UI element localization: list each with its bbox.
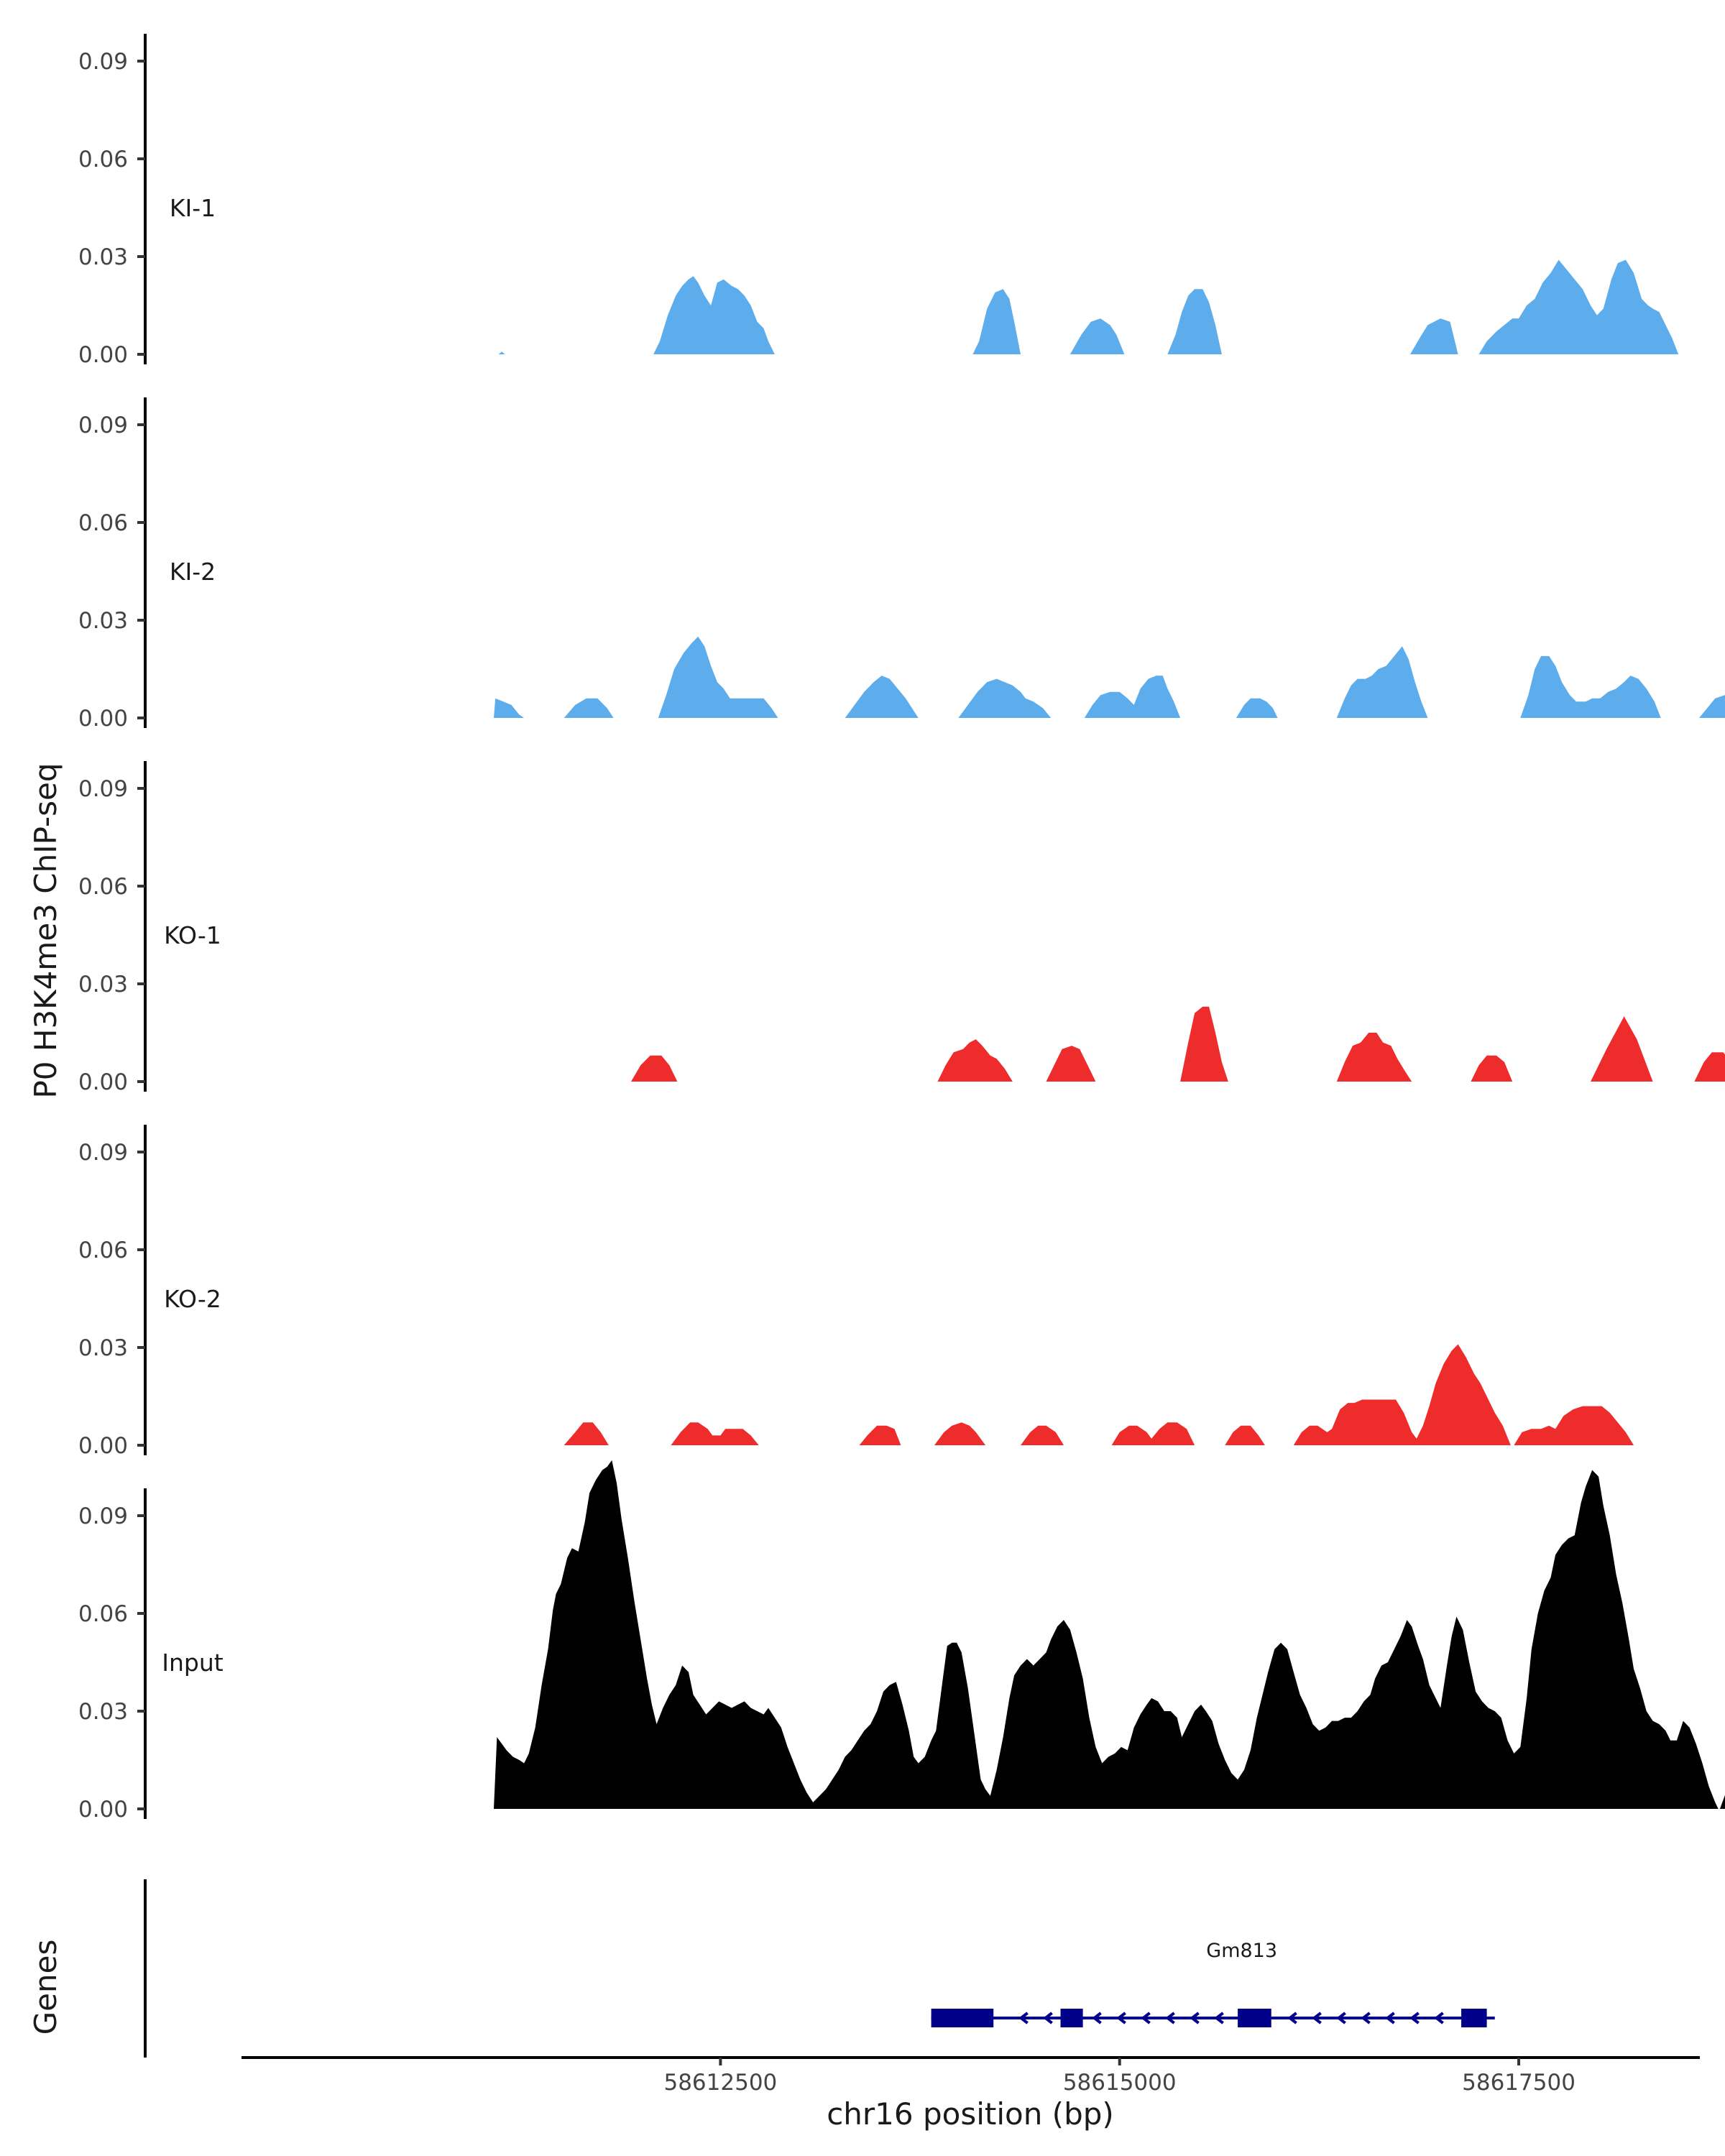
x-axis: 58612500 58615000 58617500 xyxy=(242,2056,1700,2096)
x-tick-label: 58617500 xyxy=(1462,2070,1576,2096)
y-tick-label: 0.09 xyxy=(78,1503,128,1529)
gene-exon xyxy=(1461,2009,1487,2027)
strand-arrow xyxy=(1165,2012,1175,2024)
gene-name-label: Gm813 xyxy=(1206,1940,1277,1962)
strand-arrow xyxy=(1336,2012,1346,2024)
y-tick-label: 0.09 xyxy=(78,413,128,438)
y-tick-label: 0.09 xyxy=(78,1140,128,1166)
tracks-layer: 0.00 0.03 0.06 0.09 KI-1 0.00 0.03 0.06 0.09 KI-2… xyxy=(78,34,1725,1823)
gene-exon xyxy=(1060,2009,1083,2027)
y-tick-label: 0.03 xyxy=(78,1335,128,1361)
track-label: KI-2 xyxy=(170,558,216,586)
gene-model: Gm813 xyxy=(931,1940,1495,2027)
signal-area-input xyxy=(494,1460,1725,1809)
strand-arrow xyxy=(1092,2012,1102,2024)
strand-arrow xyxy=(1018,2012,1029,2024)
y-tick-label: 0.06 xyxy=(78,1238,128,1263)
strand-arrow xyxy=(1434,2012,1444,2024)
y-axis-title: P0 H3K4me3 ChIP-seq xyxy=(28,763,63,1098)
y-tick-label: 0.00 xyxy=(78,342,128,368)
signal-area-ko-1 xyxy=(631,1006,1725,1082)
strand-arrow xyxy=(1361,2012,1371,2024)
strand-arrow xyxy=(1141,2012,1151,2024)
track-label: KO-1 xyxy=(164,921,221,949)
track-panel-ki-2: 0.00 0.03 0.06 0.09 KI-2 xyxy=(78,397,1725,732)
y-tick-label: 0.00 xyxy=(78,1433,128,1459)
strand-arrow xyxy=(1385,2012,1395,2024)
signal-area-ki-1 xyxy=(498,259,1725,354)
track-panel-ko-1: 0.00 0.03 0.06 0.09 KO-1 xyxy=(78,761,1725,1095)
y-tick-label: 0.09 xyxy=(78,49,128,75)
strand-arrow xyxy=(1312,2012,1322,2024)
strand-arrow xyxy=(1409,2012,1420,2024)
strand-arrow xyxy=(1287,2012,1297,2024)
y-tick-label: 0.03 xyxy=(78,608,128,634)
track-panel-ko-2: 0.00 0.03 0.06 0.09 KO-2 xyxy=(78,1125,1725,1459)
y-tick-label: 0.03 xyxy=(78,244,128,270)
x-tick-label: 58612500 xyxy=(663,2070,777,2096)
strand-arrow xyxy=(1043,2012,1053,2024)
strand-arrow xyxy=(1214,2012,1224,2024)
y-tick-label: 0.00 xyxy=(78,1797,128,1823)
y-tick-label: 0.00 xyxy=(78,706,128,732)
y-tick-label: 0.06 xyxy=(78,1601,128,1627)
x-tick-label: 58615000 xyxy=(1063,2070,1177,2096)
strand-arrow xyxy=(1116,2012,1126,2024)
track-panel-ki-1: 0.00 0.03 0.06 0.09 KI-1 xyxy=(78,34,1725,368)
track-label: Input xyxy=(162,1649,224,1677)
track-label: KI-1 xyxy=(170,194,216,222)
gene-exon xyxy=(931,2009,994,2027)
gene-exon xyxy=(1238,2009,1271,2027)
track-panel-input: 0.00 0.03 0.06 0.09 Input xyxy=(78,1460,1725,1823)
y-tick-label: 0.06 xyxy=(78,510,128,536)
y-tick-label: 0.00 xyxy=(78,1069,128,1095)
x-axis-title: chr16 position (bp) xyxy=(827,2096,1114,2132)
signal-area-ko-2 xyxy=(564,1344,1725,1445)
y-tick-label: 0.06 xyxy=(78,147,128,172)
y-tick-label: 0.09 xyxy=(78,776,128,802)
genes-axis-title: Genes xyxy=(28,1940,63,2035)
signal-area-ki-2 xyxy=(494,636,1725,718)
track-label: KO-2 xyxy=(164,1285,221,1313)
y-tick-label: 0.03 xyxy=(78,1699,128,1725)
strand-arrow xyxy=(1190,2012,1200,2024)
y-tick-label: 0.03 xyxy=(78,972,128,998)
genes-layer: Gm813 xyxy=(144,1879,1495,2058)
y-tick-label: 0.06 xyxy=(78,874,128,900)
